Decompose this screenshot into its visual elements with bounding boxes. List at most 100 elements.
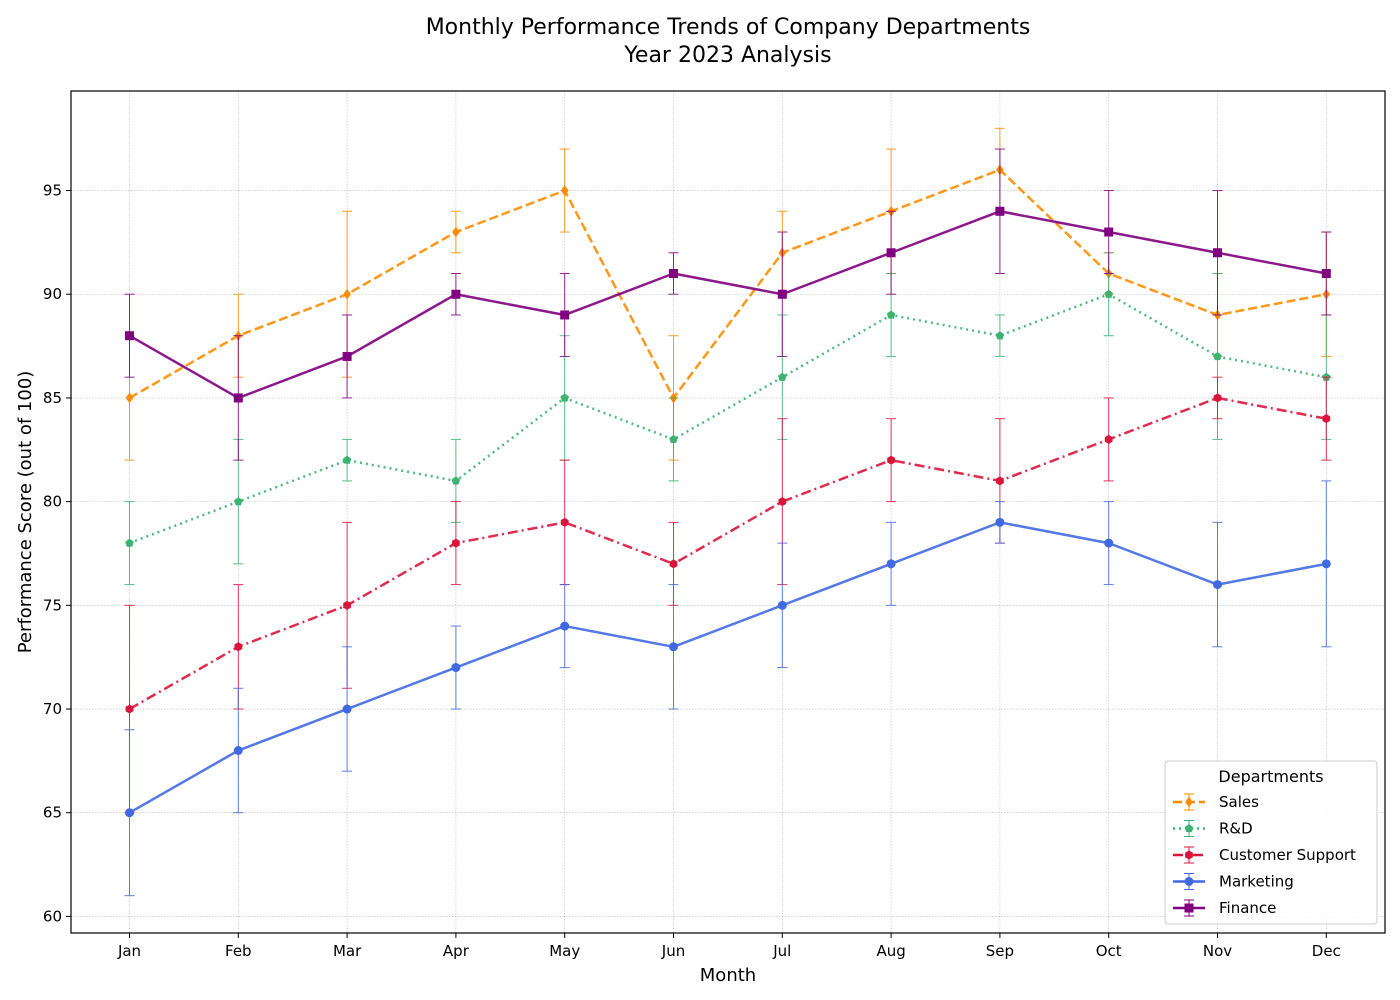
x-tick-label: Jul [772, 942, 791, 960]
legend-marker [1184, 903, 1194, 913]
series-line [128, 521, 1327, 814]
data-point [233, 393, 243, 403]
legend-entry-sales: Sales [1173, 793, 1259, 811]
y-tick-label: 95 [43, 182, 62, 200]
legend-marker [1185, 850, 1193, 860]
series-marketing [124, 480, 1332, 897]
chart-title-line2: Year 2023 Analysis [623, 43, 831, 68]
data-point [886, 248, 896, 258]
data-point [1104, 227, 1114, 237]
data-point [560, 393, 569, 402]
x-tick-label: Aug [876, 942, 905, 960]
data-point [995, 331, 1005, 340]
y-tick-label: 90 [43, 285, 62, 303]
plot-frame [70, 90, 1386, 934]
data-point [1213, 580, 1222, 590]
data-point [451, 663, 461, 673]
data-point [669, 559, 678, 569]
legend-label: Marketing [1219, 873, 1294, 891]
data-point [1213, 248, 1222, 258]
axes: Jan Feb Mar Apr May Jun Jul Aug Sep Oct Nov Dec 60 65… [43, 182, 1341, 960]
x-tick-label: Jun [661, 942, 685, 960]
chart-title-line1: Monthly Performance Trends of Company De… [426, 15, 1031, 40]
legend-label: Customer Support [1219, 846, 1356, 864]
series-finance [124, 148, 1332, 461]
series-r-d [124, 252, 1332, 586]
data-point [560, 517, 569, 527]
legend-box [1164, 760, 1378, 925]
data-point [778, 372, 787, 381]
data-point [451, 289, 461, 299]
legend: Departments Sales R&D Customer Support Marke… [1164, 760, 1378, 925]
series-line [128, 396, 1327, 711]
data-point [1104, 289, 1113, 298]
data-point [452, 226, 460, 238]
x-tick-label: May [549, 942, 580, 960]
legend-title: Departments [1218, 767, 1323, 786]
data-point [777, 600, 787, 610]
legend-marker [1184, 877, 1194, 886]
data-point [125, 704, 134, 714]
data-point [995, 206, 1005, 216]
data-point [996, 476, 1004, 486]
data-point [342, 351, 352, 361]
data-point [233, 745, 243, 755]
data-point [886, 559, 896, 569]
data-point [343, 600, 351, 610]
x-tick-label: Dec [1312, 942, 1341, 960]
y-tick-label: 75 [43, 596, 62, 614]
legend-entry-customer-support: Customer Support [1173, 846, 1356, 864]
legend-label: R&D [1219, 820, 1253, 838]
y-tick-label: 60 [43, 907, 62, 925]
data-point [125, 392, 134, 404]
data-point [560, 185, 569, 196]
data-point [669, 269, 678, 279]
data-point [669, 642, 678, 652]
x-tick-label: Apr [443, 942, 470, 960]
data-point [887, 455, 895, 465]
data-point [125, 808, 134, 818]
data-point [560, 621, 570, 631]
x-tick-label: Nov [1203, 942, 1232, 960]
x-tick-label: Sep [986, 942, 1014, 960]
x-axis-label: Month [700, 965, 756, 986]
data-point [234, 642, 243, 652]
data-point [560, 310, 570, 320]
x-tick-label: Jan [117, 942, 141, 960]
legend-marker [1185, 796, 1193, 808]
y-tick-label: 80 [43, 493, 62, 511]
data-point [1321, 559, 1331, 569]
data-point [234, 497, 243, 506]
data-point [1213, 393, 1222, 403]
legend-label: Finance [1219, 899, 1276, 917]
data-point [886, 310, 896, 319]
data-point [778, 497, 787, 507]
legend-entry-r-d: R&D [1173, 820, 1253, 838]
y-tick-label: 70 [43, 700, 62, 718]
data-point [1104, 434, 1113, 444]
data-point [125, 538, 134, 547]
y-tick-label: 65 [43, 804, 62, 822]
data-point [1213, 351, 1222, 361]
x-tick-label: Mar [333, 942, 362, 960]
x-tick-label: Oct [1096, 942, 1122, 960]
data-point [125, 331, 134, 341]
legend-entry-finance: Finance [1173, 899, 1276, 917]
y-tick-label: 85 [43, 389, 62, 407]
y-axis-label: Performance Score (out of 100) [15, 371, 36, 654]
series-line [128, 168, 1327, 400]
x-tick-label: Feb [225, 942, 252, 960]
series-line [128, 210, 1327, 400]
data-point [1104, 538, 1114, 548]
legend-marker [1184, 824, 1194, 833]
legend-label: Sales [1219, 793, 1259, 811]
data-point [342, 704, 352, 714]
series-layer [124, 127, 1332, 897]
data-point [669, 434, 678, 444]
series-line [129, 292, 1327, 545]
legend-entry-marketing: Marketing [1173, 873, 1294, 891]
data-point [1321, 269, 1331, 279]
data-point [995, 517, 1005, 527]
data-point [451, 476, 461, 485]
